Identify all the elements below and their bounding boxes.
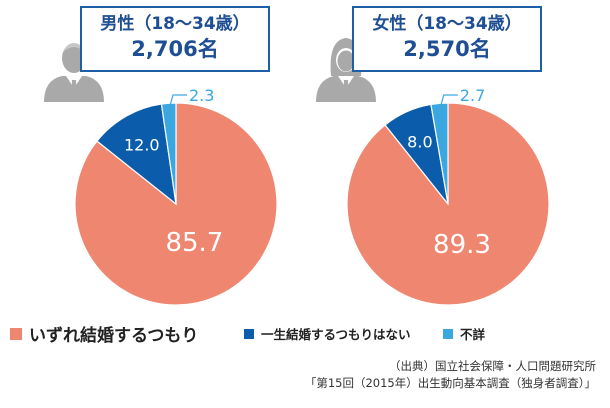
male-slice-not-marry — [96, 103, 177, 206]
male-group-title: 男性（18～34歳） — [100, 14, 250, 34]
male-group-count: 2,706名 — [131, 37, 219, 61]
legend-item-will-marry: いずれ結婚するつもり — [10, 321, 198, 346]
female-group-box: 女性（18～34歳） 2,570名 — [352, 6, 542, 72]
legend-item-unknown: 不詳 — [443, 324, 485, 343]
male-leader-line-unknown — [168, 94, 187, 110]
source-line-1: （出典）国立社会保障・人口問題研究所 — [389, 359, 596, 373]
source-line-2: 「第15回（2015年）出生動向基本調査（独身者調査）」 — [304, 376, 596, 390]
female-group-title: 女性（18～34歳） — [372, 14, 522, 34]
male-label-unknown: 2.3 — [189, 86, 214, 105]
male-group-box: 男性（18～34歳） 2,706名 — [80, 6, 270, 72]
legend-swatch-will-marry — [10, 327, 22, 340]
male-pie-chart: 85.7 12.0 2.3 — [74, 86, 278, 306]
female-slice-unknown — [430, 102, 449, 205]
male-slice-unknown — [160, 102, 177, 205]
female-label-not-marry: 8.0 — [407, 132, 432, 151]
legend-label-will-marry: いずれ結婚するつもり — [29, 326, 199, 346]
legend-swatch-not-marry — [244, 328, 254, 339]
legend-item-not-marry: 一生結婚するつもりはない — [244, 324, 411, 343]
female-group-count: 2,570名 — [403, 37, 491, 61]
legend-label-unknown: 不詳 — [460, 327, 486, 342]
male-label-will-marry: 85.7 — [165, 228, 223, 258]
female-label-unknown: 2.7 — [460, 86, 485, 105]
source-note: （出典）国立社会保障・人口問題研究所 「第15回（2015年）出生動向基本調査（… — [305, 358, 596, 392]
legend-swatch-unknown — [443, 328, 453, 339]
legend-label-not-marry: 一生結婚するつもりはない — [261, 327, 411, 342]
female-leader-line-unknown — [439, 94, 458, 110]
female-label-will-marry: 89.3 — [433, 230, 491, 260]
male-label-not-marry: 12.0 — [124, 135, 160, 154]
legend: いずれ結婚するつもり 一生結婚するつもりはない 不詳 — [0, 321, 610, 346]
female-pie-chart: 89.3 8.0 2.7 — [346, 86, 550, 306]
